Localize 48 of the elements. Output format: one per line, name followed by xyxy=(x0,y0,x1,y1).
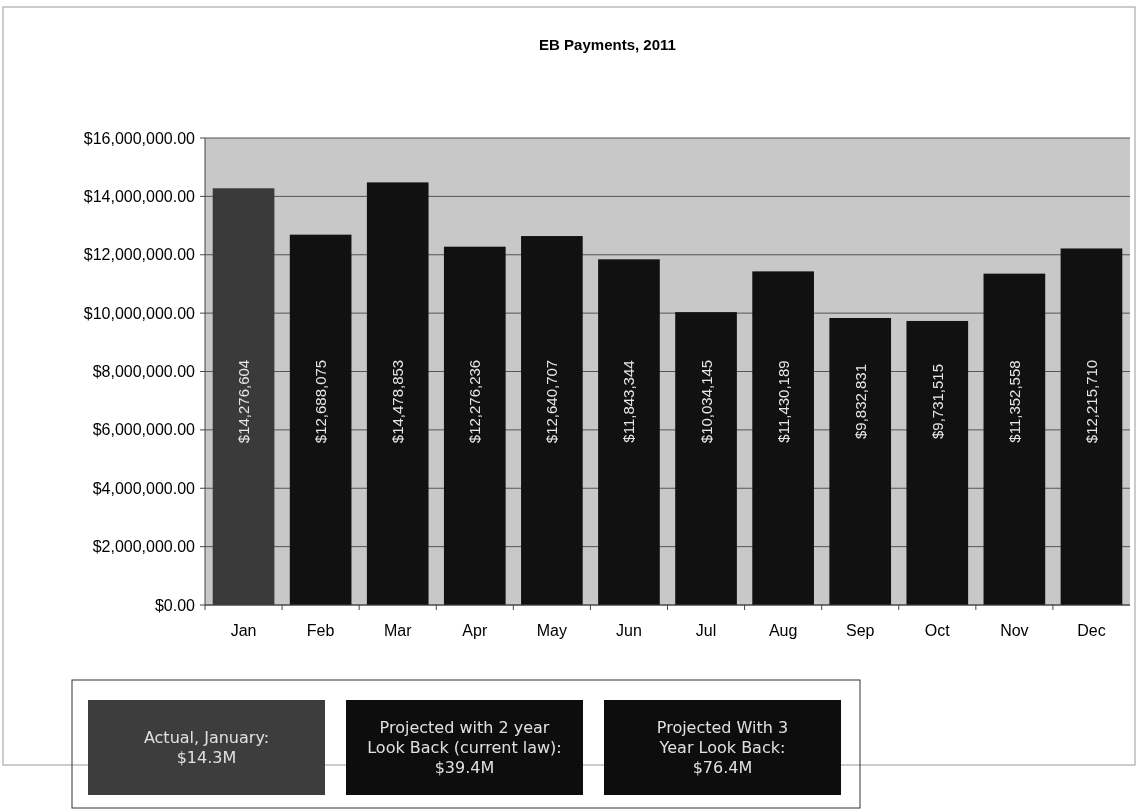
x-tick-label: Jul xyxy=(695,621,717,639)
data-label: $11,843,344 xyxy=(620,360,638,443)
bar xyxy=(906,320,969,605)
x-tick-label: Aug xyxy=(768,621,798,639)
x-tick-label: Apr xyxy=(462,621,488,639)
data-label: $12,688,075 xyxy=(312,359,330,444)
bar xyxy=(983,273,1046,605)
x-tick-label: Jun xyxy=(616,621,642,639)
bar xyxy=(829,318,892,605)
x-tick-label: Feb xyxy=(306,621,335,639)
data-label: $12,215,710 xyxy=(1082,359,1100,444)
data-label: $11,352,558 xyxy=(1005,360,1023,443)
data-label: $10,034,145 xyxy=(697,359,715,444)
y-tick-label: $6,000,000.00 xyxy=(92,421,196,439)
x-tick-label: Jan xyxy=(230,621,257,639)
y-tick-label: $8,000,000.00 xyxy=(92,363,196,380)
text: Actual, January: $14.3M xyxy=(143,727,270,767)
data-label: $9,731,515 xyxy=(928,363,946,440)
x-tick-label: Mar xyxy=(383,621,413,639)
data-label: $12,276,236 xyxy=(466,359,484,444)
y-tick-label: $4,000,000.00 xyxy=(92,479,196,497)
x-tick-label: Dec xyxy=(1077,621,1106,639)
y-tick-label: $0.00 xyxy=(154,596,196,614)
data-label: $11,430,189 xyxy=(774,360,792,443)
text: Projected With 3 Year Look Back: $76.4M xyxy=(656,717,789,777)
x-tick-label: Oct xyxy=(924,621,951,639)
y-tick-label: $16,000,000.00 xyxy=(83,129,196,147)
bar xyxy=(598,259,660,605)
x-tick-label: Sep xyxy=(845,621,875,639)
bar xyxy=(752,271,814,605)
data-label: $14,276,604 xyxy=(235,359,253,444)
bar xyxy=(443,246,506,605)
bar xyxy=(1060,248,1123,605)
x-tick-label: May xyxy=(536,621,567,639)
bar xyxy=(366,182,429,605)
x-tick-label: Nov xyxy=(1000,621,1029,639)
y-tick-label: $12,000,000.00 xyxy=(83,246,196,264)
y-tick-label: $10,000,000.00 xyxy=(83,304,196,322)
bar xyxy=(289,234,352,605)
y-tick-label: $2,000,000.00 xyxy=(92,538,196,556)
y-tick-label: $14,000,000.00 xyxy=(83,187,196,205)
bar xyxy=(521,236,583,605)
data-label: $9,832,831 xyxy=(851,363,869,440)
bar xyxy=(675,312,737,605)
chart-title: EB Payments, 2011 xyxy=(539,36,676,53)
data-label: $14,478,853 xyxy=(389,359,407,444)
data-label: $12,640,707 xyxy=(543,359,561,444)
text: Projected with 2 year Look Back (current law): $39.4M xyxy=(367,717,562,777)
